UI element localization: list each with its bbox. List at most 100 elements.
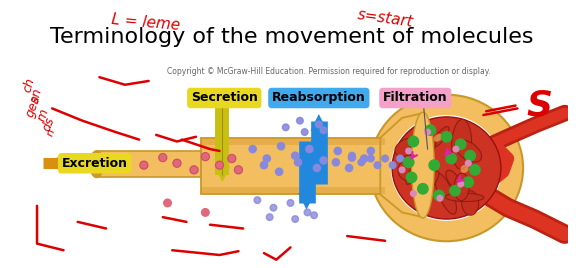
Text: n: n <box>44 128 57 138</box>
Circle shape <box>382 155 388 162</box>
Circle shape <box>455 139 466 150</box>
Circle shape <box>346 164 353 172</box>
Circle shape <box>201 153 209 161</box>
Circle shape <box>278 143 285 150</box>
Bar <box>201 138 385 145</box>
Circle shape <box>410 191 416 196</box>
Bar <box>201 138 385 195</box>
Ellipse shape <box>433 126 449 147</box>
Text: L = leme: L = leme <box>111 12 181 33</box>
Circle shape <box>261 162 268 169</box>
Circle shape <box>450 185 460 196</box>
Circle shape <box>403 157 414 168</box>
Circle shape <box>358 159 365 166</box>
Ellipse shape <box>452 119 472 169</box>
Ellipse shape <box>412 112 434 218</box>
Circle shape <box>361 155 368 162</box>
Circle shape <box>216 161 223 169</box>
Circle shape <box>140 161 148 169</box>
Ellipse shape <box>408 147 430 163</box>
Circle shape <box>397 155 403 162</box>
Circle shape <box>367 147 374 155</box>
Circle shape <box>292 152 299 159</box>
Ellipse shape <box>414 167 432 199</box>
Circle shape <box>429 160 440 170</box>
Circle shape <box>348 154 356 161</box>
Circle shape <box>266 214 273 221</box>
Circle shape <box>349 152 355 159</box>
Bar <box>97 151 205 177</box>
Circle shape <box>463 177 473 187</box>
Text: Secretion: Secretion <box>191 91 258 105</box>
Ellipse shape <box>406 140 436 184</box>
Circle shape <box>406 172 417 183</box>
Ellipse shape <box>90 151 103 177</box>
Circle shape <box>270 204 277 211</box>
Text: Reabsorption: Reabsorption <box>272 91 366 105</box>
Circle shape <box>425 129 430 135</box>
Ellipse shape <box>433 134 442 142</box>
Circle shape <box>446 153 456 164</box>
Circle shape <box>417 184 428 194</box>
Ellipse shape <box>395 138 419 157</box>
Circle shape <box>301 129 308 135</box>
Text: Copyright © McGraw-Hill Education. Permission required for reproduction or displ: Copyright © McGraw-Hill Education. Permi… <box>167 67 490 76</box>
Circle shape <box>228 155 236 162</box>
Text: an: an <box>27 87 44 105</box>
Text: ges: ges <box>24 94 44 119</box>
Text: Filtration: Filtration <box>383 91 448 105</box>
Ellipse shape <box>445 193 484 202</box>
Ellipse shape <box>424 183 433 192</box>
Circle shape <box>320 157 327 164</box>
Circle shape <box>320 127 327 133</box>
Circle shape <box>332 159 339 166</box>
Circle shape <box>292 216 298 222</box>
Circle shape <box>389 162 396 169</box>
Ellipse shape <box>398 161 417 181</box>
Circle shape <box>264 155 271 162</box>
Circle shape <box>315 121 322 128</box>
Circle shape <box>164 199 171 207</box>
Ellipse shape <box>462 191 479 215</box>
Circle shape <box>297 117 303 124</box>
Text: Terminology of the movement of molecules: Terminology of the movement of molecules <box>50 28 533 47</box>
Circle shape <box>441 132 452 142</box>
Text: m: m <box>35 107 51 123</box>
Circle shape <box>173 159 181 167</box>
Ellipse shape <box>416 150 427 160</box>
Bar <box>201 187 385 195</box>
Circle shape <box>234 166 243 174</box>
Ellipse shape <box>454 173 469 200</box>
Circle shape <box>399 167 405 173</box>
Circle shape <box>276 168 283 175</box>
Circle shape <box>282 124 289 131</box>
Ellipse shape <box>391 115 503 221</box>
Circle shape <box>465 151 475 161</box>
Ellipse shape <box>446 170 461 188</box>
Ellipse shape <box>392 117 501 219</box>
Circle shape <box>190 166 198 174</box>
Circle shape <box>374 162 381 169</box>
Text: S: S <box>526 88 552 122</box>
Circle shape <box>434 190 444 201</box>
Ellipse shape <box>435 173 456 214</box>
Circle shape <box>287 200 294 206</box>
Circle shape <box>202 209 209 216</box>
Circle shape <box>304 209 311 216</box>
Circle shape <box>313 164 321 172</box>
Circle shape <box>311 212 317 219</box>
Text: Excretion: Excretion <box>62 157 128 170</box>
Polygon shape <box>380 113 423 217</box>
Circle shape <box>406 148 412 154</box>
Circle shape <box>465 161 471 166</box>
Circle shape <box>159 154 167 162</box>
Text: ch: ch <box>21 76 37 94</box>
Text: ds: ds <box>40 116 57 133</box>
Circle shape <box>254 197 261 203</box>
Circle shape <box>367 155 374 162</box>
Circle shape <box>470 165 480 175</box>
Ellipse shape <box>417 141 431 154</box>
Circle shape <box>453 146 459 152</box>
Circle shape <box>425 125 436 135</box>
Ellipse shape <box>461 165 469 173</box>
